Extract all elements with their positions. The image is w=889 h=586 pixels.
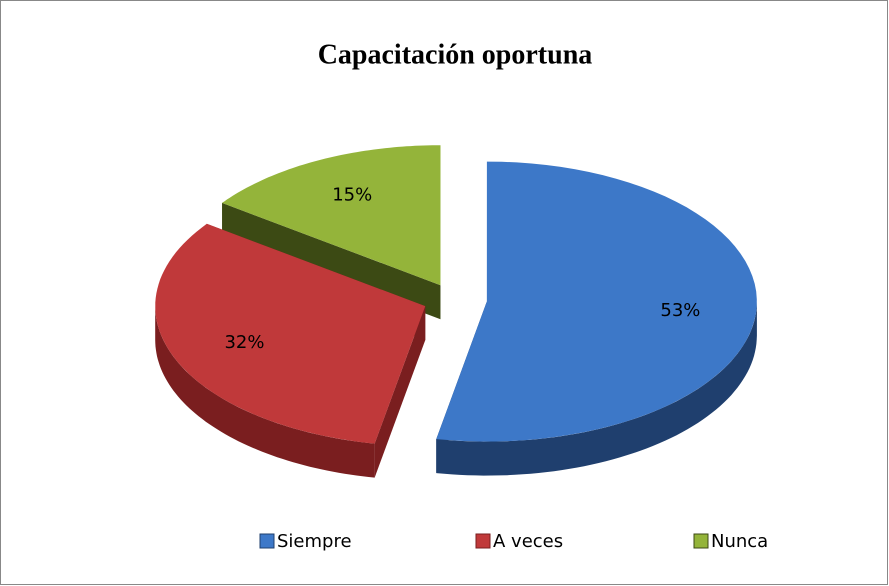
legend-label: A veces <box>493 531 563 552</box>
slice-top <box>222 145 441 286</box>
slice-side <box>436 301 757 476</box>
legend-swatch <box>259 533 275 549</box>
slice-top <box>155 223 426 444</box>
slice-cut-face <box>222 202 441 320</box>
data-label: 15% <box>332 184 372 205</box>
slice-side <box>155 306 375 478</box>
data-label: 32% <box>224 332 264 353</box>
slice <box>222 145 441 320</box>
legend-swatch <box>475 533 491 549</box>
slice-top <box>436 161 757 442</box>
legend-label: Siempre <box>277 531 352 552</box>
legend-label: Nunca <box>711 531 768 552</box>
slice <box>436 161 757 476</box>
slice <box>155 223 426 478</box>
legend-swatch <box>693 533 709 549</box>
data-label: 53% <box>660 300 700 321</box>
chart-title: Capacitación oportuna <box>318 39 593 70</box>
slice-cut-face <box>374 306 426 478</box>
